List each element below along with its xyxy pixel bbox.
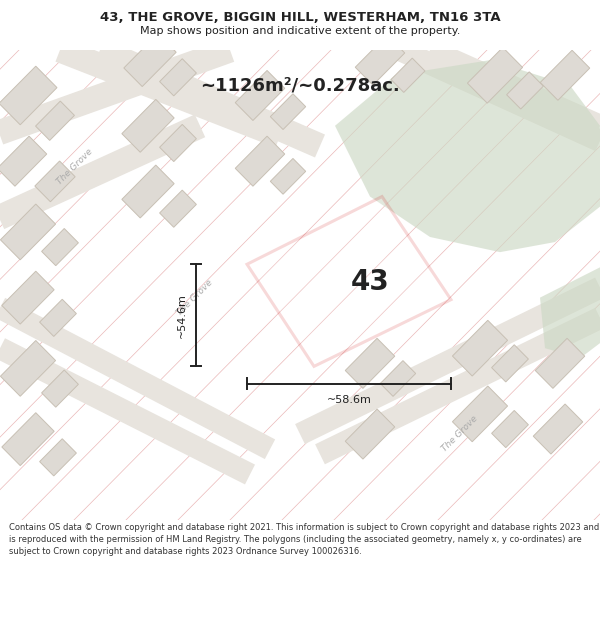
Polygon shape <box>271 159 305 194</box>
Polygon shape <box>40 439 76 476</box>
Text: 43: 43 <box>350 269 389 296</box>
Polygon shape <box>533 404 583 454</box>
Polygon shape <box>122 165 174 218</box>
Polygon shape <box>160 59 196 96</box>
Polygon shape <box>452 320 508 376</box>
Polygon shape <box>40 299 76 336</box>
Polygon shape <box>35 101 74 141</box>
Polygon shape <box>41 370 79 407</box>
Text: ~58.6m: ~58.6m <box>326 395 371 405</box>
Polygon shape <box>160 124 196 162</box>
Text: The Grove: The Grove <box>440 414 480 454</box>
Polygon shape <box>345 409 395 459</box>
Text: 43, THE GROVE, BIGGIN HILL, WESTERHAM, TN16 3TA: 43, THE GROVE, BIGGIN HILL, WESTERHAM, T… <box>100 11 500 24</box>
Polygon shape <box>235 136 285 186</box>
Polygon shape <box>2 271 54 324</box>
Polygon shape <box>0 66 57 125</box>
Polygon shape <box>247 196 451 366</box>
Text: ~1126m²/~0.278ac.: ~1126m²/~0.278ac. <box>200 76 400 94</box>
Polygon shape <box>124 34 176 86</box>
Text: The Grove: The Grove <box>175 278 215 318</box>
Polygon shape <box>506 72 544 109</box>
Polygon shape <box>335 60 600 252</box>
Text: Map shows position and indicative extent of the property.: Map shows position and indicative extent… <box>140 26 460 36</box>
Polygon shape <box>271 94 305 129</box>
Polygon shape <box>491 411 529 447</box>
Polygon shape <box>41 229 79 266</box>
Polygon shape <box>467 48 523 103</box>
Polygon shape <box>0 136 47 186</box>
Polygon shape <box>35 161 75 202</box>
Polygon shape <box>540 50 590 100</box>
Polygon shape <box>540 268 600 358</box>
Polygon shape <box>1 341 56 396</box>
Text: The Grove: The Grove <box>55 146 95 186</box>
Polygon shape <box>491 345 529 382</box>
Polygon shape <box>391 58 425 92</box>
Polygon shape <box>1 204 56 260</box>
Polygon shape <box>535 338 585 388</box>
Polygon shape <box>380 361 416 396</box>
Polygon shape <box>355 35 405 85</box>
Polygon shape <box>160 190 196 228</box>
Text: ~54.6m: ~54.6m <box>177 293 187 338</box>
Polygon shape <box>345 338 395 388</box>
Polygon shape <box>452 386 508 442</box>
Text: Contains OS data © Crown copyright and database right 2021. This information is : Contains OS data © Crown copyright and d… <box>9 523 599 556</box>
Polygon shape <box>122 99 174 152</box>
Polygon shape <box>2 412 54 466</box>
Polygon shape <box>235 71 285 121</box>
